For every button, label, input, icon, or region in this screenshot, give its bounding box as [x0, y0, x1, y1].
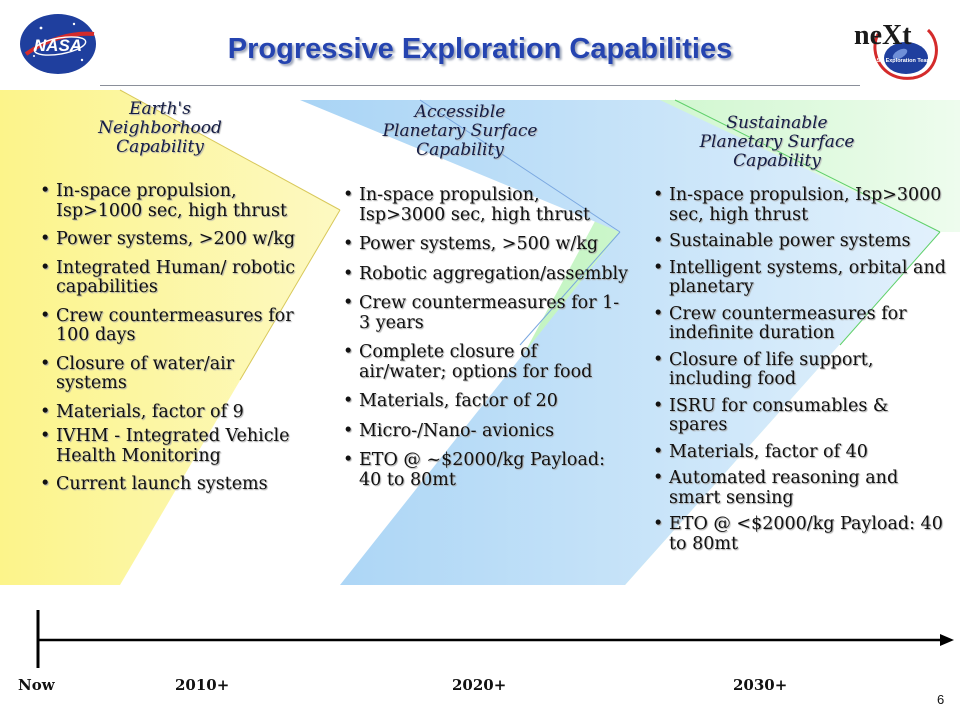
- bullet-list-sustainable-planetary: In-space propulsion, Isp>3000 sec, high …: [653, 185, 950, 554]
- bullet-item: Micro-/Nano- avionics: [343, 421, 630, 442]
- slide-title: Progressive Exploration Capabilities: [227, 33, 733, 65]
- title-divider: [100, 85, 860, 86]
- svg-text:NASA: NASA: [34, 36, 82, 55]
- bullet-item: Closure of water/air systems: [40, 354, 308, 394]
- bullet-item: Robotic aggregation/assembly: [343, 264, 630, 285]
- bullet-item: In-space propulsion, Isp>1000 sec, high …: [40, 181, 308, 221]
- page-number: 6: [937, 692, 945, 707]
- bullet-item: In-space propulsion, Isp>3000 sec, high …: [343, 185, 630, 225]
- bullet-item: Current launch systems: [40, 474, 308, 495]
- svg-text:NASA Exploration Team: NASA Exploration Team: [869, 58, 932, 64]
- bullet-item: Crew countermeasures for indefinite dura…: [653, 304, 950, 344]
- column-heading: Sustainable Planetary Surface Capability: [699, 113, 855, 171]
- bullet-item: Materials, factor of 9: [40, 402, 308, 423]
- column-earths-neighborhood: Earth's Neighborhood Capability: [60, 100, 260, 157]
- bullet-item: Complete closure of air/water; options f…: [343, 342, 630, 382]
- bullet-item: ETO @ ~$2000/kg Payload: 40 to 80mt: [343, 450, 630, 490]
- bullet-item: Materials, factor of 20: [343, 391, 630, 412]
- timeline-label-2020: 2020+: [452, 676, 507, 694]
- bullet-item: Automated reasoning and smart sensing: [653, 468, 950, 508]
- next-logo: neXt NASA Exploration Team: [854, 20, 938, 80]
- column-accessible-planetary: Accessible Planetary Surface Capability: [360, 103, 560, 160]
- bullet-list-accessible-planetary: In-space propulsion, Isp>3000 sec, high …: [343, 185, 630, 490]
- bullet-item: ETO @ <$2000/kg Payload: 40 to 80mt: [653, 514, 950, 554]
- bullet-item: Closure of life support, including food: [653, 350, 950, 390]
- bullet-item: Crew countermeasures for 100 days: [40, 306, 308, 346]
- bullet-item: Materials, factor of 40: [653, 442, 950, 463]
- timeline-arrowhead: [940, 634, 954, 646]
- timeline-label-now: Now: [18, 676, 55, 694]
- column-heading: Accessible Planetary Surface Capability: [382, 102, 538, 160]
- bullet-item: Intelligent systems, orbital and planeta…: [653, 258, 950, 298]
- bullet-item: Power systems, >200 w/kg: [40, 229, 308, 250]
- bullet-list-earths-neighborhood: In-space propulsion, Isp>1000 sec, high …: [40, 181, 308, 495]
- bullet-item: Crew countermeasures for 1-3 years: [343, 293, 630, 333]
- timeline-label-2030: 2030+: [733, 676, 788, 694]
- column-heading: Earth's Neighborhood Capability: [98, 99, 222, 157]
- timeline-label-2010: 2010+: [175, 676, 230, 694]
- nasa-logo: NASA: [20, 14, 96, 74]
- bullet-item: Power systems, >500 w/kg: [343, 234, 630, 255]
- column-sustainable-planetary: Sustainable Planetary Surface Capability: [672, 114, 882, 171]
- bullet-item: Sustainable power systems: [653, 231, 950, 252]
- bullet-item: ISRU for consumables & spares: [653, 396, 950, 436]
- bullet-item: Integrated Human/ robotic capabilities: [40, 258, 308, 298]
- bullet-item: In-space propulsion, Isp>3000 sec, high …: [653, 185, 950, 225]
- bullet-item: IVHM - Integrated Vehicle Health Monitor…: [40, 426, 308, 466]
- svg-text:neXt: neXt: [854, 20, 912, 51]
